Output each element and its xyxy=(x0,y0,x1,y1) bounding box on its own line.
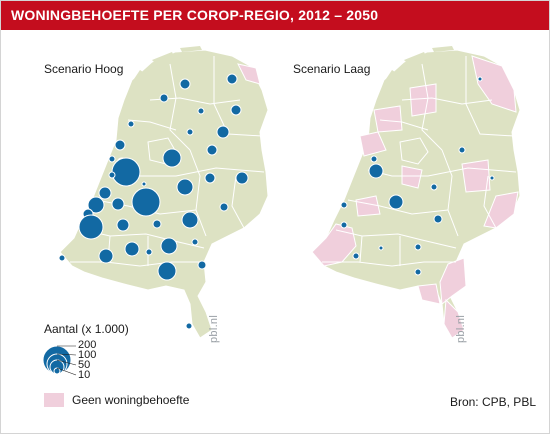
bubble-high xyxy=(226,73,238,85)
legend-title: Aantal (x 1.000) xyxy=(44,322,129,336)
label-scenario-low: Scenario Laag xyxy=(293,62,371,76)
bubble-high xyxy=(108,155,116,163)
no-need-region xyxy=(461,159,491,193)
bubble-low xyxy=(370,155,378,163)
bubble-low xyxy=(458,146,466,154)
legend-no-need-swatch xyxy=(44,393,64,407)
legend-value-100: 100 xyxy=(78,349,97,361)
bubble-high xyxy=(152,219,162,229)
label-scenario-high: Scenario Hoog xyxy=(44,62,124,76)
wadden-isle-1-high xyxy=(132,70,146,88)
bubble-high xyxy=(111,197,125,211)
bubble-low xyxy=(489,175,495,181)
no-need-region xyxy=(483,191,519,229)
bubble-high xyxy=(197,260,207,270)
bubble-low xyxy=(477,76,483,82)
bubble-high xyxy=(87,196,105,214)
wadden-isle-3-low xyxy=(432,46,454,52)
bubble-low xyxy=(378,245,384,251)
source-note: Bron: CPB, PBL xyxy=(449,395,536,409)
no-need-groningen-high xyxy=(237,63,261,85)
bubble-high xyxy=(176,178,194,196)
bubble-high xyxy=(204,172,216,184)
bubble-low xyxy=(430,183,438,191)
bubble-low xyxy=(340,201,348,209)
bubble-high xyxy=(181,211,199,229)
bubble-high xyxy=(114,139,126,151)
watermark-high: pbl.nl xyxy=(208,314,220,343)
bubble-high xyxy=(108,171,116,179)
bubble-high xyxy=(145,248,153,256)
no-need-region xyxy=(355,195,381,217)
no-need-region xyxy=(401,165,423,189)
bubble-low xyxy=(352,252,360,260)
bubble-high xyxy=(179,78,191,90)
no-need-region xyxy=(417,283,441,305)
bubble-high xyxy=(197,107,205,115)
watermark-low: pbl.nl xyxy=(455,314,467,343)
title-bar: WONINGBEHOEFTE PER COROP-REGIO, 2012 – 2… xyxy=(1,1,549,30)
map-scenario-low xyxy=(311,46,521,339)
noordoostpolder-low xyxy=(399,137,429,165)
bubble-high xyxy=(78,214,104,240)
figure-title: WONINGBEHOEFTE PER COROP-REGIO, 2012 – 2… xyxy=(11,7,379,23)
bubbles-low xyxy=(340,76,495,276)
bubble-high xyxy=(230,104,242,116)
bubble-high xyxy=(127,120,135,128)
bubble-high xyxy=(206,144,218,156)
bubbles-high xyxy=(58,73,249,330)
legend-value-200: 200 xyxy=(78,339,97,351)
legend-value-10: 10 xyxy=(78,369,91,381)
no-need-region xyxy=(471,55,517,113)
wadden-isle-2-low xyxy=(404,52,426,64)
bubble-high xyxy=(235,171,249,185)
no-need-region xyxy=(311,223,357,267)
bubble-high xyxy=(160,237,178,255)
legend-no-need-label: Geen woningbehoefte xyxy=(72,393,190,407)
bubble-high xyxy=(58,254,66,262)
legend-value-50: 50 xyxy=(78,359,91,371)
bubble-high xyxy=(162,148,182,168)
no-need-region xyxy=(409,83,437,117)
bubble-high xyxy=(157,261,177,281)
wadden-isle-3-high xyxy=(180,46,202,52)
map-scenario-high xyxy=(58,46,269,339)
wadden-isle-2-high xyxy=(152,52,174,64)
size-legend-leaders xyxy=(56,345,77,376)
bubble-low xyxy=(340,221,348,229)
bubble-high xyxy=(219,202,229,212)
bubble-low xyxy=(368,163,384,179)
bubble-low xyxy=(414,268,422,276)
bubble-high xyxy=(124,241,140,257)
land-netherlands-high xyxy=(59,49,269,339)
bubble-high xyxy=(185,322,193,330)
no-need-region xyxy=(439,257,467,305)
region-borders-low xyxy=(322,56,517,267)
bubble-low xyxy=(414,243,422,251)
no-need-region xyxy=(373,105,403,133)
bubble-high xyxy=(141,181,147,187)
no-need-region xyxy=(359,131,387,157)
bubble-high xyxy=(191,238,199,246)
wadden-isle-1-low xyxy=(384,70,398,88)
bubble-low xyxy=(388,194,404,210)
bubble-high xyxy=(159,93,169,103)
bubble-low xyxy=(433,214,443,224)
bubble-high xyxy=(98,248,114,264)
no-need-region xyxy=(443,298,465,339)
bubble-high xyxy=(216,125,230,139)
bubble-high xyxy=(186,128,194,136)
bubble-high xyxy=(111,157,141,187)
bubble-high xyxy=(98,186,112,200)
bubble-high xyxy=(116,218,130,232)
bubble-high xyxy=(131,187,161,217)
